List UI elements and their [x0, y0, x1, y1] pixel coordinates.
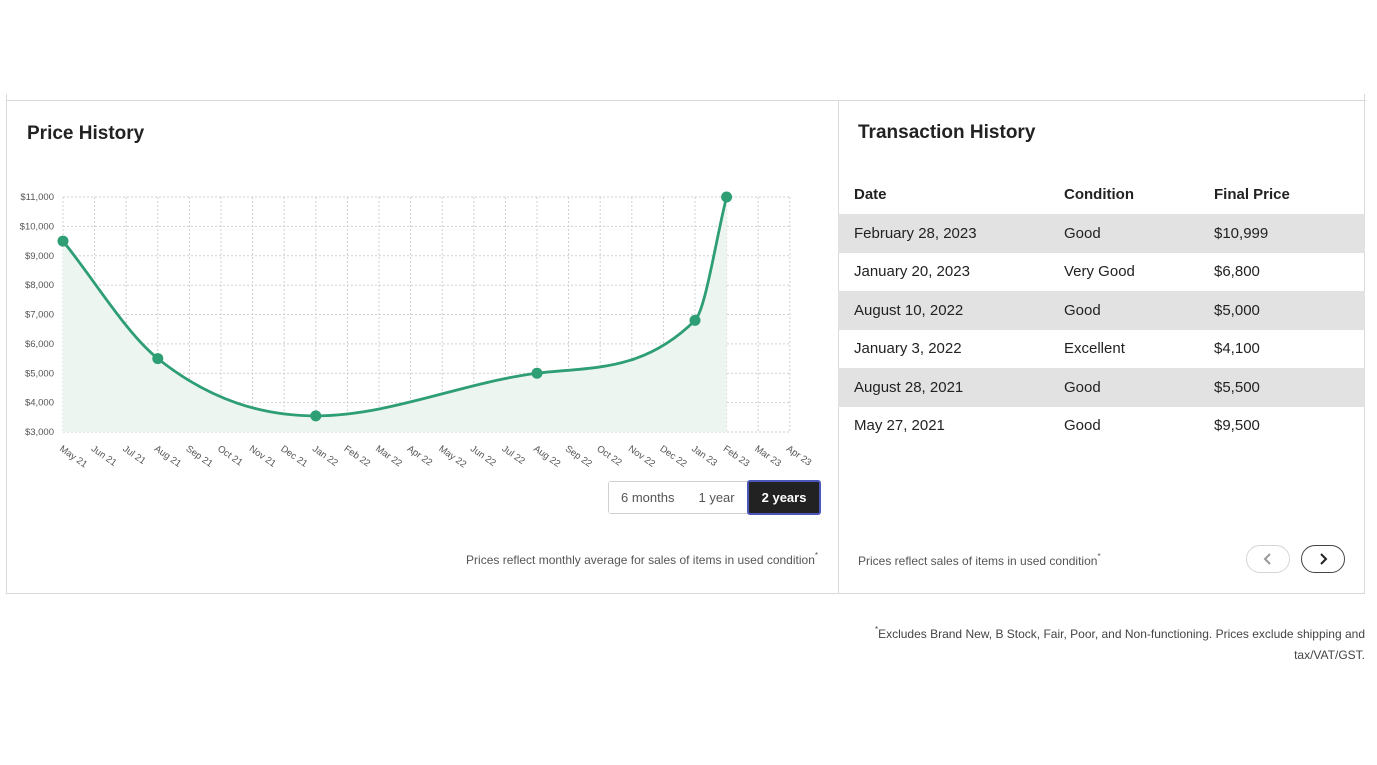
y-tick-label: $9,000	[25, 251, 54, 262]
data-point	[310, 410, 322, 422]
transaction-history-note: Prices reflect sales of items in used co…	[858, 552, 1101, 568]
table-row: August 10, 2022 Good $5,000	[838, 291, 1365, 330]
price-history-note: Prices reflect monthly average for sales…	[466, 551, 818, 567]
row-date: May 27, 2021	[854, 417, 945, 435]
row-price: $10,999	[1214, 214, 1365, 253]
column-header-condition: Condition	[1064, 185, 1134, 203]
x-tick-label: Apr 22	[405, 443, 434, 468]
x-tick-label: Apr 23	[784, 443, 813, 468]
column-header-date: Date	[854, 185, 887, 203]
footnote: *Excludes Brand New, B Stock, Fair, Poor…	[874, 625, 1365, 662]
row-price: $9,500	[1214, 417, 1260, 435]
x-tick-label: Aug 21	[152, 443, 183, 469]
transaction-history-title: Transaction History	[858, 122, 1036, 143]
row-date: February 28, 2023	[838, 214, 1064, 253]
x-tick-label: Oct 21	[215, 443, 244, 468]
chevron-right-icon	[1320, 553, 1328, 565]
transactions-table: Date Condition Final Price February 28, …	[838, 174, 1365, 445]
row-price: $5,000	[1214, 291, 1365, 330]
table-row: August 28, 2021 Good $5,500	[838, 368, 1365, 407]
x-tick-label: Jan 23	[689, 443, 719, 468]
price-history-chart: $3,000 $4,000 $5,000 $6,000 $7,000 $8,000 $9,0…	[20, 191, 813, 470]
y-tick-label: $10,000	[20, 221, 54, 232]
y-tick-label: $8,000	[25, 280, 54, 291]
chevron-left-icon	[1263, 553, 1271, 565]
y-tick-label: $7,000	[25, 310, 54, 321]
row-date: January 20, 2023	[854, 263, 970, 281]
data-point	[531, 367, 543, 379]
table-row: January 20, 2023 Very Good $6,800	[838, 253, 1365, 292]
y-tick-label: $6,000	[25, 339, 54, 350]
y-tick-label: $3,000	[25, 427, 54, 438]
x-tick-label: Sep 22	[563, 443, 594, 469]
x-tick-label: Mar 23	[752, 443, 783, 469]
x-tick-label: Dec 21	[278, 443, 309, 469]
range-6-months-button[interactable]: 6 months	[609, 482, 687, 513]
row-date: January 3, 2022	[854, 340, 962, 358]
data-point	[57, 235, 69, 247]
row-condition: Good	[1064, 291, 1214, 330]
x-tick-label: Jun 22	[468, 443, 498, 468]
x-tick-label: Jul 22	[500, 443, 527, 467]
price-history-title: Price History	[27, 123, 145, 144]
x-tick-label: Jan 22	[310, 443, 340, 468]
row-condition: Very Good	[1064, 263, 1135, 281]
x-tick-label: Jun 21	[89, 443, 119, 468]
x-tick-label: Nov 21	[247, 443, 278, 469]
data-point	[689, 314, 701, 326]
price-panel: Price History $3,000 $4,000 $5,000 $6,000 $7…	[6, 94, 1366, 594]
x-tick-label: Aug 22	[531, 443, 562, 469]
x-tick-label: Feb 23	[721, 443, 752, 469]
row-condition: Good	[1064, 214, 1214, 253]
x-tick-label: Mar 22	[373, 443, 404, 469]
panel-divider	[838, 100, 839, 594]
data-point	[152, 353, 164, 365]
x-tick-label: May 21	[57, 443, 89, 470]
x-tick-label: Dec 22	[658, 443, 689, 469]
row-condition: Good	[1064, 368, 1214, 407]
x-tick-label: Sep 21	[184, 443, 215, 469]
range-2-years-button[interactable]: 2 years	[746, 480, 822, 515]
row-price: $4,100	[1214, 340, 1260, 358]
table-row: February 28, 2023 Good $10,999	[838, 214, 1365, 253]
panel-top-border	[7, 100, 1366, 101]
y-tick-label: $11,000	[20, 192, 54, 203]
x-tick-label: May 22	[436, 443, 468, 470]
range-1-year-button[interactable]: 1 year	[686, 482, 747, 513]
previous-page-button[interactable]	[1246, 545, 1290, 573]
next-page-button[interactable]	[1301, 545, 1345, 573]
row-date: August 10, 2022	[838, 291, 1064, 330]
table-header-row: Date Condition Final Price	[838, 174, 1365, 214]
series-area	[63, 197, 727, 432]
x-tick-label: Nov 22	[626, 443, 657, 469]
range-selector: 6 months 1 year 2 years	[608, 480, 822, 515]
y-tick-label: $4,000	[25, 398, 54, 409]
row-price: $5,500	[1214, 368, 1365, 407]
x-tick-label: Jul 21	[120, 443, 147, 467]
row-date: August 28, 2021	[838, 368, 1064, 407]
x-tick-label: Feb 22	[342, 443, 373, 469]
x-tick-label: Oct 22	[594, 443, 623, 468]
y-tick-label: $5,000	[25, 368, 54, 379]
row-price: $6,800	[1214, 263, 1260, 281]
row-condition: Excellent	[1064, 340, 1125, 358]
data-point	[721, 191, 733, 203]
table-row: January 3, 2022 Excellent $4,100	[838, 330, 1365, 369]
table-row: May 27, 2021 Good $9,500	[838, 407, 1365, 446]
row-condition: Good	[1064, 417, 1101, 435]
column-header-final-price: Final Price	[1214, 185, 1290, 203]
